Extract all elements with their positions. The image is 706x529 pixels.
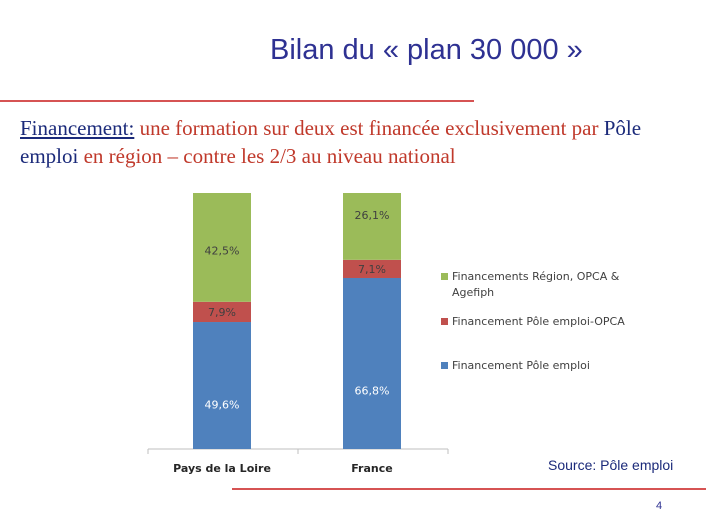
- legend-swatch-1: [441, 318, 448, 325]
- bar-segment-1-0: [343, 277, 401, 449]
- legend-label-0: Financements Région, OPCA & Agefiph: [452, 270, 620, 299]
- bar-segment-0-2: [193, 193, 251, 302]
- data-label-0-0: 49,6%: [205, 398, 240, 411]
- data-label-0-1: 7,9%: [208, 306, 236, 319]
- top-divider: [0, 100, 474, 102]
- subtitle-keyword: Financement:: [20, 116, 135, 140]
- subtitle-text-1: une formation sur deux est financée excl…: [134, 116, 604, 140]
- legend-swatch-0: [441, 273, 448, 280]
- data-label-1-2: 26,1%: [355, 209, 390, 222]
- source-note: Source: Pôle emploi: [548, 457, 674, 473]
- data-label-1-0: 66,8%: [355, 384, 390, 397]
- bar-segment-1-2: [343, 193, 401, 260]
- slide-subtitle: Financement: une formation sur deux est …: [20, 114, 700, 170]
- subtitle-text-2: en région – contre les 2/3 au niveau nat…: [78, 144, 456, 168]
- page-number: 4: [656, 500, 663, 512]
- data-label-0-2: 42,5%: [205, 245, 240, 258]
- legend-label-1: Financement Pôle emploi-OPCA: [452, 315, 625, 328]
- legend-label-2: Financement Pôle emploi: [452, 359, 590, 372]
- category-label-0: Pays de la Loire: [173, 462, 271, 475]
- legend-swatch-2: [441, 362, 448, 369]
- bar-segment-0-0: [193, 322, 251, 449]
- subtitle-highlight: Pôle emploi: [20, 116, 642, 168]
- bar-segment-0-1: [193, 301, 251, 323]
- category-label-1: France: [351, 462, 392, 475]
- bar-segment-1-1: [343, 259, 401, 278]
- slide-title: Bilan du « plan 30 000 »: [270, 34, 583, 66]
- data-label-1-1: 7,1%: [358, 263, 386, 276]
- bottom-divider: [232, 488, 706, 490]
